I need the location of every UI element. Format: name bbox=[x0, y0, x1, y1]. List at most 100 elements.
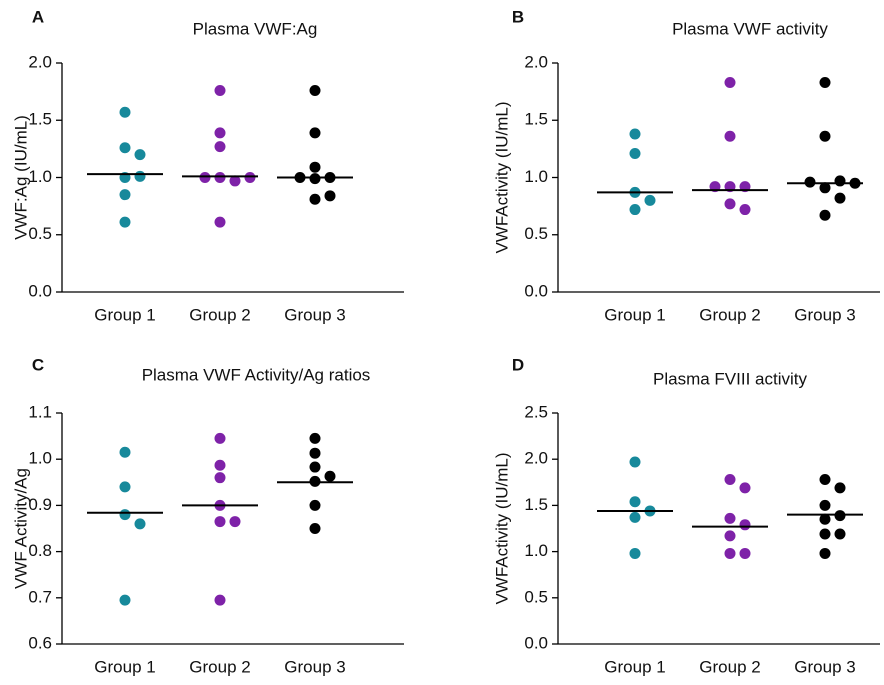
y-tick-label: 0.6 bbox=[28, 633, 52, 652]
y-tick-label: 2.5 bbox=[524, 402, 548, 421]
data-point bbox=[119, 189, 131, 201]
chart-title: Plasma VWF Activity/Ag ratios bbox=[142, 365, 371, 384]
x-tick-label: Group 3 bbox=[284, 305, 345, 324]
y-axis-label: VWF:Ag (IU/mL) bbox=[11, 115, 30, 240]
data-point bbox=[819, 76, 831, 88]
data-point bbox=[214, 432, 226, 444]
data-point bbox=[724, 530, 736, 542]
data-point bbox=[244, 172, 256, 183]
x-tick-label: Group 2 bbox=[189, 305, 250, 324]
y-axis-label: VWFActivity (IU/mL) bbox=[492, 101, 511, 253]
y-tick-label: 0.0 bbox=[524, 633, 548, 652]
y-tick-label: 1.0 bbox=[524, 167, 548, 186]
y-tick-label: 1.0 bbox=[28, 167, 52, 186]
data-point bbox=[214, 216, 226, 228]
data-point bbox=[119, 446, 131, 458]
panel-label: D bbox=[512, 355, 524, 374]
data-point bbox=[309, 461, 321, 473]
y-tick-label: 1.5 bbox=[524, 495, 548, 514]
data-point bbox=[134, 518, 146, 530]
x-tick-label: Group 1 bbox=[94, 305, 155, 324]
data-point bbox=[819, 528, 831, 540]
data-point bbox=[119, 216, 131, 228]
x-tick-label: Group 1 bbox=[604, 305, 665, 324]
x-tick-label: Group 2 bbox=[189, 657, 250, 676]
data-point bbox=[819, 547, 831, 559]
data-point bbox=[199, 172, 211, 183]
y-tick-label: 2.0 bbox=[524, 449, 548, 468]
data-point bbox=[119, 509, 131, 521]
data-point bbox=[214, 127, 226, 139]
data-point bbox=[214, 472, 226, 484]
data-point bbox=[629, 128, 641, 140]
data-point bbox=[739, 482, 751, 494]
chart-title: Plasma VWF:Ag bbox=[193, 19, 318, 38]
data-point bbox=[119, 106, 131, 118]
y-axis-label: VWFActivity (IU/mL) bbox=[492, 452, 511, 604]
y-tick-label: 1.5 bbox=[28, 110, 52, 129]
panel-label: A bbox=[32, 7, 44, 26]
data-point bbox=[324, 190, 336, 202]
data-point bbox=[214, 594, 226, 606]
data-point bbox=[724, 130, 736, 142]
data-point bbox=[834, 528, 846, 540]
data-point bbox=[819, 513, 831, 525]
data-point bbox=[629, 496, 641, 508]
data-point bbox=[834, 192, 846, 204]
y-axis-label: VWF Activity/Ag bbox=[11, 468, 30, 589]
y-tick-label: 0.5 bbox=[524, 224, 548, 243]
data-point bbox=[134, 149, 146, 161]
data-point bbox=[309, 523, 321, 534]
data-point bbox=[724, 547, 736, 559]
data-point bbox=[834, 175, 846, 187]
x-tick-label: Group 3 bbox=[284, 657, 345, 676]
data-point bbox=[819, 474, 831, 486]
data-point bbox=[724, 198, 736, 210]
data-point bbox=[644, 194, 656, 206]
data-point bbox=[309, 447, 321, 459]
y-tick-label: 1.5 bbox=[524, 110, 548, 129]
data-point bbox=[119, 594, 131, 606]
chart-title: Plasma FVIII activity bbox=[653, 369, 807, 388]
data-point bbox=[309, 499, 321, 511]
y-tick-label: 0.7 bbox=[28, 587, 52, 606]
panel-label: B bbox=[512, 7, 524, 26]
data-point bbox=[309, 432, 321, 444]
y-tick-label: 0.8 bbox=[28, 541, 52, 560]
x-tick-label: Group 2 bbox=[699, 305, 760, 324]
data-point bbox=[724, 474, 736, 486]
data-point bbox=[324, 470, 336, 482]
data-point bbox=[834, 482, 846, 494]
data-point bbox=[739, 547, 751, 559]
data-point bbox=[309, 84, 321, 96]
data-point bbox=[724, 76, 736, 88]
data-point bbox=[629, 456, 641, 468]
data-point bbox=[214, 141, 226, 153]
y-tick-label: 1.0 bbox=[28, 449, 52, 468]
x-tick-label: Group 3 bbox=[794, 305, 855, 324]
data-point bbox=[309, 127, 321, 139]
data-point bbox=[214, 84, 226, 96]
chart-title: Plasma VWF activity bbox=[672, 19, 828, 38]
panel-label: C bbox=[32, 355, 44, 374]
data-point bbox=[724, 512, 736, 524]
data-point bbox=[739, 204, 751, 216]
data-point bbox=[229, 175, 241, 187]
y-tick-label: 0.5 bbox=[524, 587, 548, 606]
data-point bbox=[309, 173, 321, 185]
data-point bbox=[739, 519, 751, 531]
x-tick-label: Group 1 bbox=[94, 657, 155, 676]
y-tick-label: 0.0 bbox=[524, 281, 548, 300]
data-point bbox=[229, 516, 241, 528]
y-tick-label: 0.0 bbox=[28, 281, 52, 300]
data-point bbox=[629, 547, 641, 559]
y-tick-label: 2.0 bbox=[28, 52, 52, 71]
data-point bbox=[819, 130, 831, 142]
data-point bbox=[629, 511, 641, 523]
data-point bbox=[214, 459, 226, 471]
x-tick-label: Group 3 bbox=[794, 657, 855, 676]
x-tick-label: Group 1 bbox=[604, 657, 665, 676]
data-point bbox=[134, 170, 146, 182]
data-point bbox=[214, 172, 226, 183]
data-point bbox=[119, 142, 131, 154]
